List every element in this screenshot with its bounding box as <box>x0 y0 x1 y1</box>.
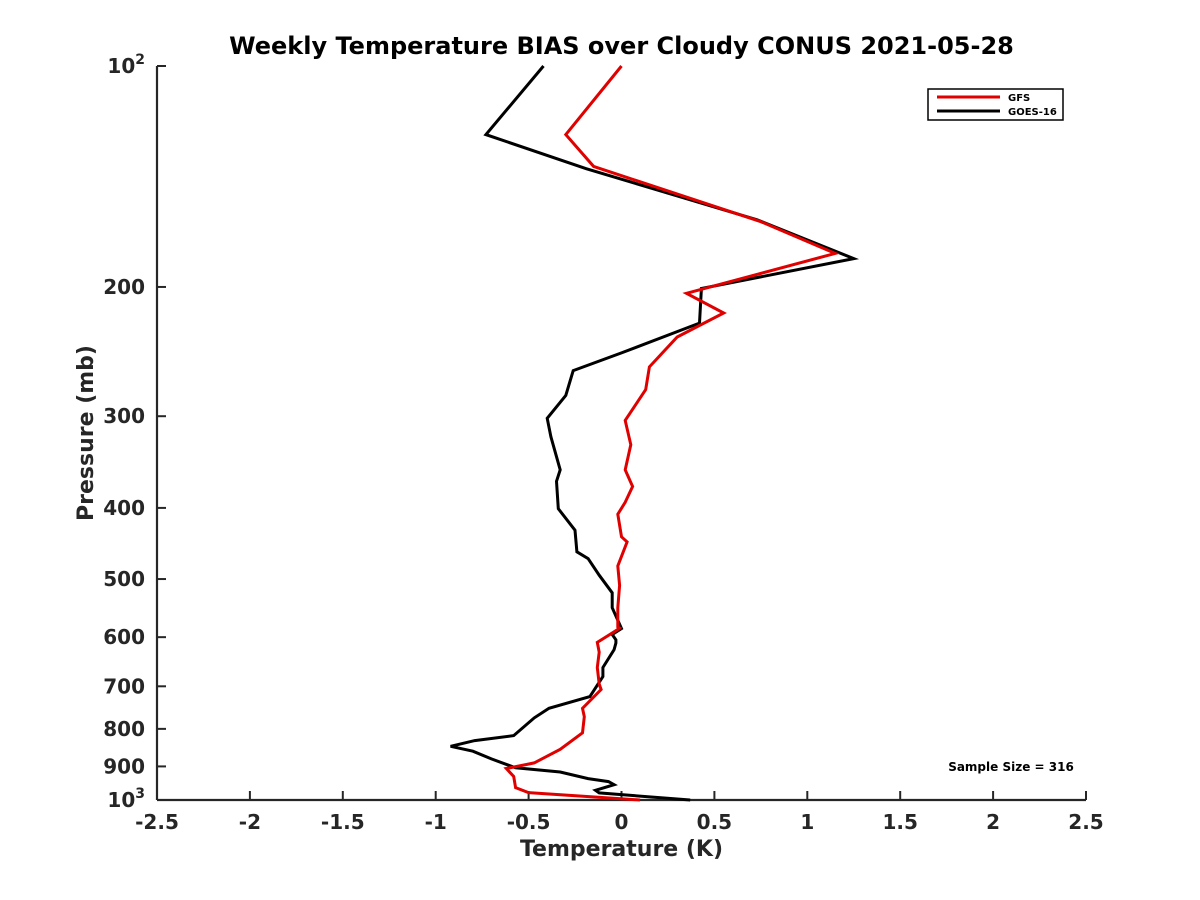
x-tick-label: 0.5 <box>697 810 732 834</box>
x-tick-label: -1.5 <box>321 810 365 834</box>
series-line-gfs <box>503 65 840 802</box>
y-tick-label: 500 <box>103 567 145 591</box>
y-tick-label: 300 <box>103 404 145 428</box>
y-tick-label: 700 <box>103 674 145 698</box>
y-tick-label: 200 <box>103 275 145 299</box>
legend-label: GOES-16 <box>1008 107 1057 118</box>
legend-label: GFS <box>1008 93 1030 104</box>
x-tick-label: -2.5 <box>135 810 179 834</box>
y-tick-label: 600 <box>103 625 145 649</box>
x-axis-label: Temperature (K) <box>520 837 723 862</box>
legend-box <box>927 88 1064 121</box>
x-tick-label: -0.5 <box>507 810 551 834</box>
y-tick-label: 400 <box>103 496 145 520</box>
chart-title: Weekly Temperature BIAS over Cloudy CONU… <box>229 32 1014 60</box>
legend: GFS GOES-16 <box>927 88 1064 121</box>
y-tick-label: 800 <box>103 717 145 741</box>
x-tick-label: -2 <box>239 810 261 834</box>
y-tick-label: 103 <box>107 786 145 812</box>
y-tick-label: 102 <box>107 52 145 78</box>
x-tick-label: 2.5 <box>1068 810 1103 834</box>
y-tick-label: 900 <box>103 754 145 778</box>
x-tick-label: 1.5 <box>882 810 917 834</box>
x-tick-label: 1 <box>800 810 814 834</box>
x-tick-label: -1 <box>425 810 447 834</box>
x-tick-label: 2 <box>986 810 1000 834</box>
series-lines <box>450 65 860 802</box>
x-tick-label: 0 <box>615 810 629 834</box>
sample-size-annotation: Sample Size = 316 <box>948 760 1074 774</box>
y-axis-label: Pressure (mb) <box>74 345 99 521</box>
